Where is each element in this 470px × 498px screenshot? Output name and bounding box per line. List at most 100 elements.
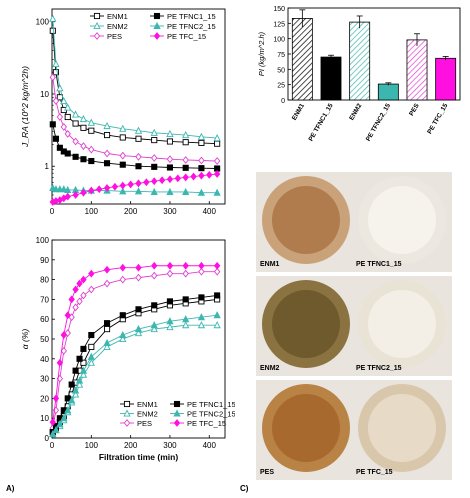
- data-point: [56, 144, 63, 151]
- data-point: [166, 317, 174, 325]
- data-point: [64, 130, 71, 138]
- data-point: [87, 358, 95, 366]
- data-point: [182, 173, 189, 182]
- data-point: [166, 187, 174, 196]
- bar: [377, 83, 399, 101]
- membrane-photo: PE TFC_15: [352, 380, 452, 480]
- series-line: [52, 30, 218, 145]
- y-tick-label: 75: [277, 52, 285, 59]
- y-tick-label: 1: [45, 162, 50, 171]
- data-point: [182, 269, 189, 278]
- y-tick-label: 0: [45, 434, 50, 443]
- data-point: [56, 113, 64, 121]
- data-point: [182, 139, 189, 146]
- legend-marker: [93, 32, 101, 40]
- legend-label: ENM1: [107, 12, 128, 21]
- y-tick-label: 0: [281, 98, 285, 105]
- disc-inner: [368, 394, 436, 462]
- data-point: [197, 313, 206, 321]
- data-point: [151, 302, 158, 309]
- bar: [320, 56, 342, 101]
- y-tick-label: 100: [36, 18, 50, 27]
- data-point: [213, 311, 221, 319]
- x-tick-label: 200: [124, 441, 138, 450]
- data-point: [80, 275, 87, 284]
- y-tick-label: 150: [273, 6, 285, 13]
- data-point: [71, 386, 80, 394]
- data-point: [166, 298, 174, 305]
- data-point: [87, 118, 95, 126]
- disc-inner: [368, 290, 436, 358]
- x-tick-label: 100: [85, 441, 99, 450]
- legend-label: ENM2: [107, 22, 128, 31]
- data-point: [182, 156, 189, 164]
- y-tick-label: 90: [40, 256, 49, 265]
- membrane-disc: [358, 280, 446, 368]
- data-point: [213, 188, 221, 196]
- legend-label: PE TFNC2_15: [187, 410, 235, 419]
- data-point: [80, 345, 87, 352]
- data-point: [71, 110, 80, 118]
- data-point: [197, 321, 206, 329]
- data-point: [68, 295, 75, 304]
- data-point: [72, 153, 79, 160]
- data-point: [103, 160, 111, 167]
- series-line: [52, 18, 218, 139]
- legend-marker: [93, 12, 101, 20]
- data-point: [56, 358, 64, 367]
- data-point: [96, 185, 103, 194]
- data-point: [213, 134, 221, 142]
- data-point: [80, 359, 87, 366]
- legend-marker: [173, 400, 181, 408]
- data-point: [64, 311, 71, 320]
- legend-marker: [123, 409, 131, 417]
- data-point: [119, 187, 127, 195]
- disc-inner: [272, 186, 340, 254]
- data-point: [127, 180, 134, 189]
- data-point: [87, 352, 95, 360]
- photo-label: ENM2: [260, 365, 280, 372]
- rejection-chart: 0 100 200 300 4000102030405060708090100Filtr…: [20, 236, 235, 462]
- data-point: [151, 177, 158, 186]
- membrane-photo: ENM2: [256, 276, 356, 376]
- data-point: [60, 122, 67, 131]
- data-point: [103, 132, 111, 139]
- data-point: [213, 157, 221, 165]
- data-point: [198, 267, 205, 276]
- data-point: [72, 303, 79, 312]
- data-point: [88, 285, 95, 294]
- photo-label: ENM1: [260, 261, 280, 268]
- y-tick-label: 60: [40, 315, 49, 324]
- data-point: [79, 366, 88, 374]
- y-tick-label: 50: [277, 67, 285, 74]
- data-point: [72, 367, 79, 374]
- legend-label: PE TFNC2_15: [167, 22, 216, 31]
- membrane-disc: [358, 384, 446, 472]
- data-point: [60, 414, 68, 422]
- membrane-disc: [262, 280, 350, 368]
- legend-label: ENM1: [137, 400, 158, 409]
- data-point: [198, 261, 205, 270]
- data-point: [72, 137, 79, 146]
- category-label: ENM1: [291, 102, 306, 121]
- y-axis-label: PI (kg/m^2.h): [257, 31, 266, 76]
- data-point: [80, 156, 87, 163]
- data-point: [119, 275, 126, 284]
- legend-label: PES: [137, 419, 152, 428]
- data-point: [76, 297, 83, 306]
- photo-label: PE TFNC2_15: [356, 365, 402, 372]
- x-tick-label: 300: [163, 441, 177, 450]
- data-point: [119, 334, 127, 343]
- data-point: [56, 84, 64, 92]
- legend-marker: [153, 32, 161, 40]
- disc-inner: [272, 290, 340, 358]
- data-point: [103, 265, 111, 274]
- data-point: [103, 279, 111, 288]
- data-point: [182, 315, 190, 323]
- legend-label: PE TFNC1_15: [187, 400, 235, 409]
- data-point: [214, 292, 221, 299]
- y-tick-label: 10: [40, 414, 49, 423]
- data-point: [72, 120, 79, 127]
- x-tick-label: 100: [85, 207, 99, 216]
- data-point: [213, 267, 221, 276]
